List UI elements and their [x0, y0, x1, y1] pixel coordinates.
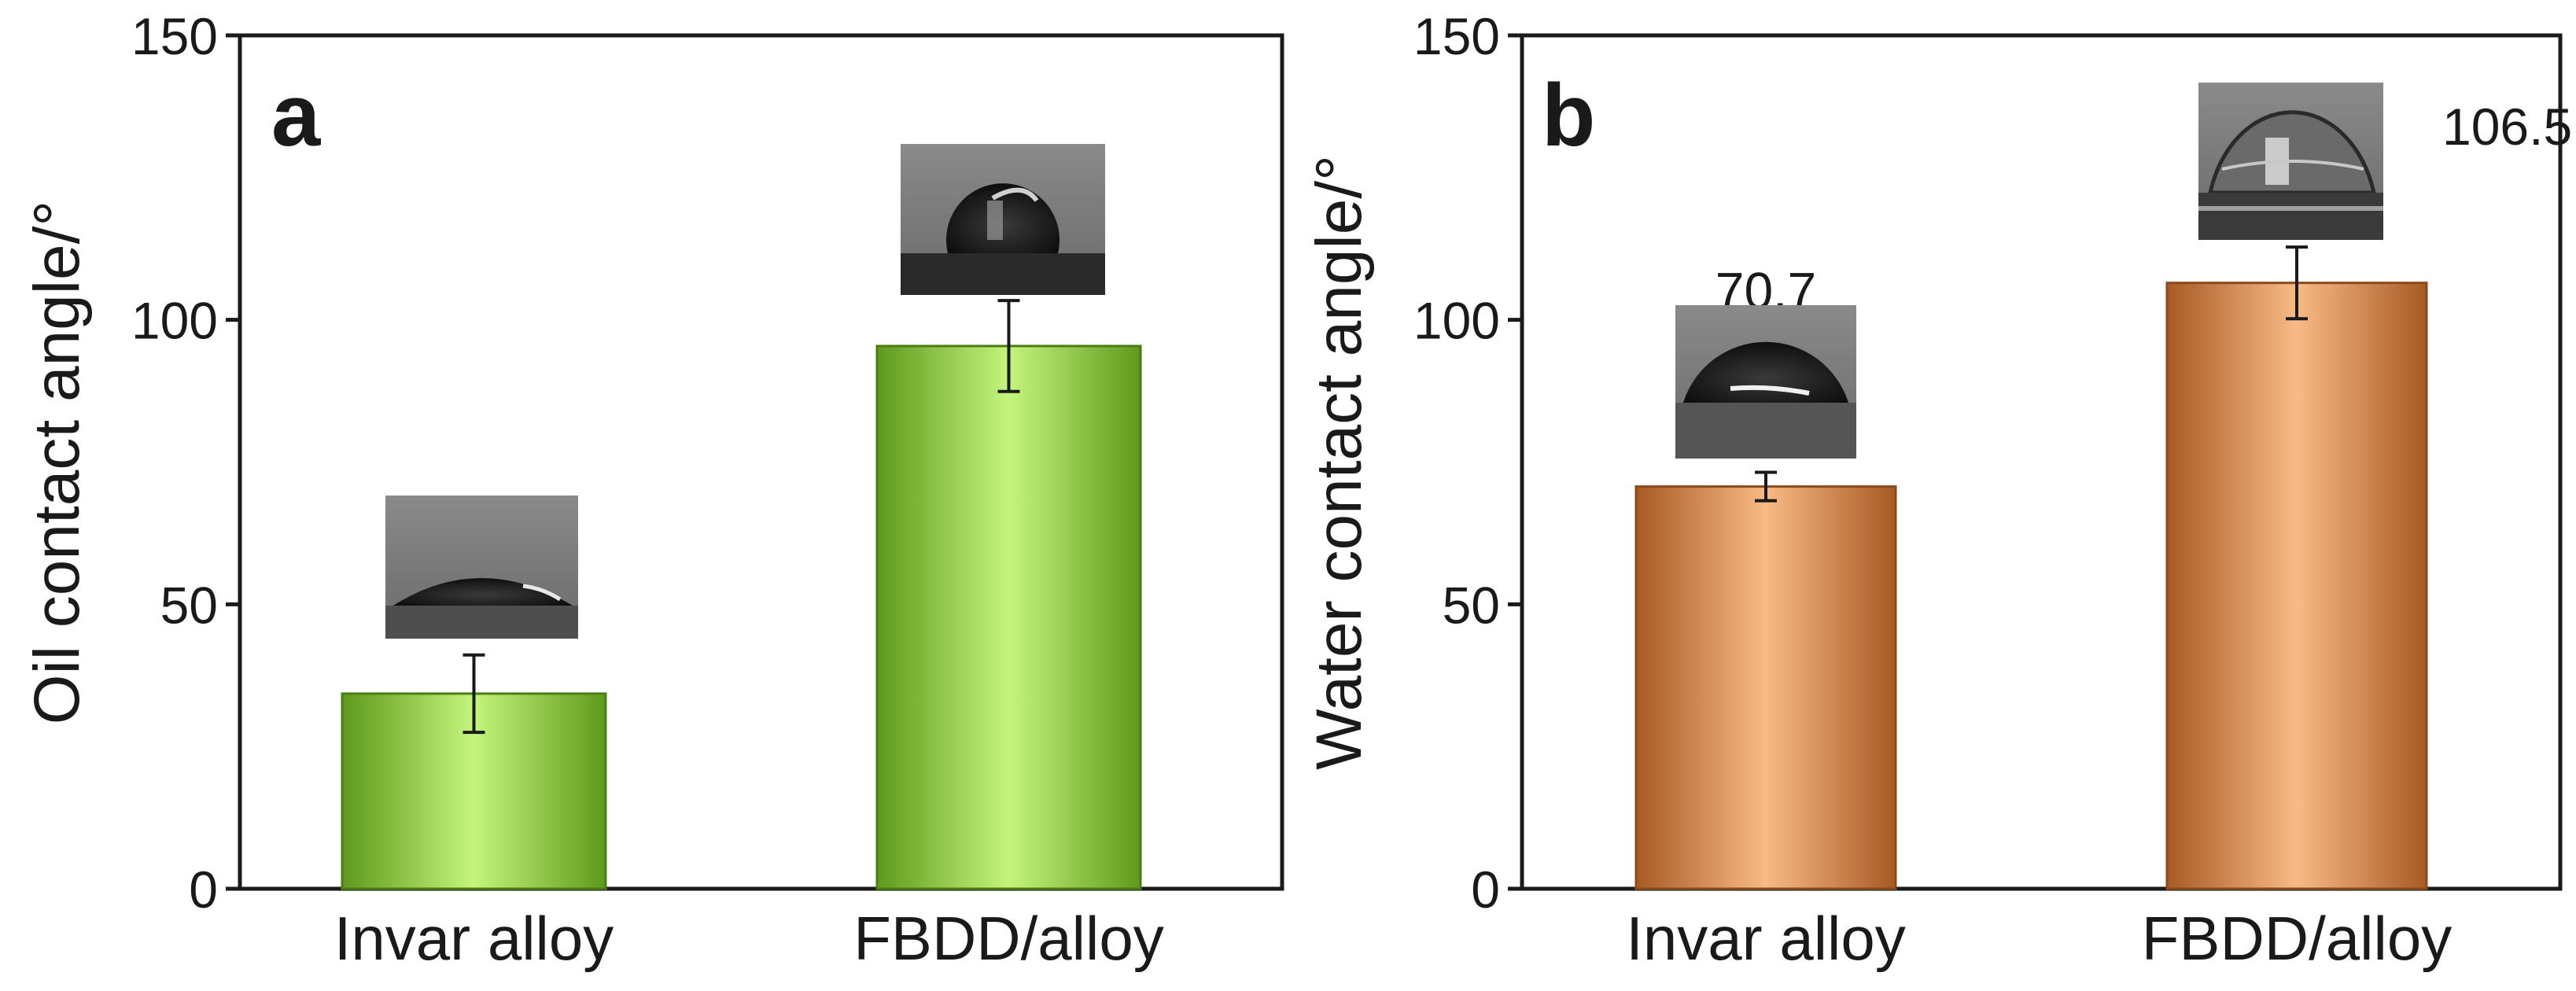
water-droplet-photo-fbdd [2198, 83, 2383, 240]
x-tick-label: FBDD/alloy [2142, 904, 2452, 973]
water-droplet-photo-invar [1675, 305, 1856, 459]
oil-droplet-photo-fbdd [901, 144, 1105, 295]
y-tick-label: 100 [1413, 292, 1500, 350]
y-tick-label: 150 [1413, 7, 1500, 65]
y-tick-label: 0 [189, 860, 218, 919]
y-tick-label: 100 [131, 292, 218, 350]
panel-label: a [271, 66, 321, 164]
panel-label: b [1542, 66, 1595, 164]
oil-droplet-photo-invar [385, 496, 578, 639]
y-tick-label: 50 [160, 576, 218, 634]
y-axis-ticks: 0 50 100 150 [131, 7, 240, 919]
y-tick-label: 150 [131, 7, 218, 65]
y-axis-ticks: 0 50 100 150 [1413, 7, 1522, 919]
bar-invar-alloy [1634, 485, 1897, 890]
error-bar [997, 299, 1020, 393]
x-tick-label: Invar alloy [334, 904, 614, 973]
y-tick-label: 50 [1443, 576, 1500, 634]
x-tick-label: Invar alloy [1626, 904, 1906, 973]
y-tick-label: 0 [1471, 860, 1500, 919]
y-axis-label: Water contact angle/° [1303, 155, 1375, 770]
y-axis-label: Oil contact angle/° [21, 201, 93, 724]
x-tick-label: FBDD/alloy [853, 904, 1163, 973]
error-bar [2286, 245, 2308, 321]
bar-fbdd-alloy [2165, 282, 2428, 890]
bar-fbdd-alloy [875, 344, 1142, 890]
plot-frame [1520, 33, 2563, 891]
error-bar [463, 653, 485, 735]
error-bar [1755, 470, 1777, 503]
plot-frame [238, 33, 1284, 891]
value-label: 106.5 [2442, 98, 2572, 156]
